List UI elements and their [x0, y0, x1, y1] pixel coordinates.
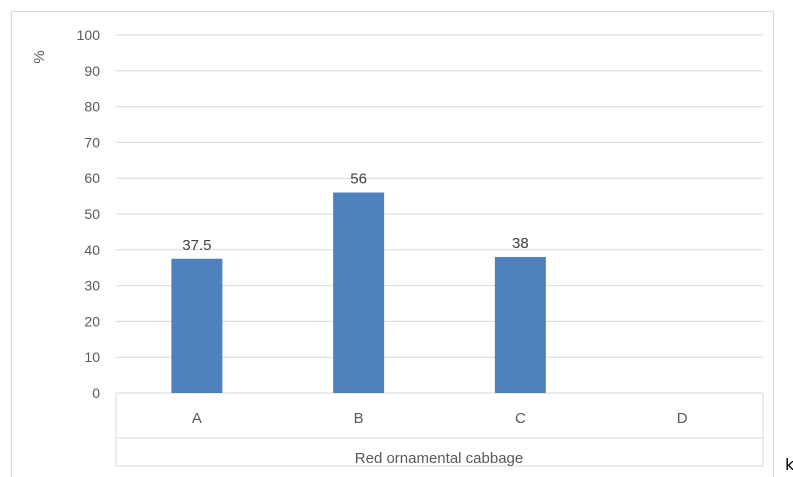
y-tick-label: 10	[84, 349, 100, 365]
data-labels: 37.5 56 38	[182, 171, 528, 254]
y-tick-label: 40	[84, 242, 100, 258]
data-label: 56	[350, 171, 367, 188]
x-tick-label: D	[677, 410, 688, 427]
y-tick-label: 30	[84, 278, 100, 294]
x-tick-label: A	[192, 410, 202, 427]
y-tick-label: 0	[92, 385, 100, 401]
chart-frame	[11, 11, 774, 477]
y-tick-label: 90	[84, 63, 100, 79]
bar-a	[171, 258, 223, 393]
gridlines	[116, 34, 763, 394]
x-tick-label: C	[515, 410, 526, 427]
x-axis-label: Red ornamental cabbage	[355, 450, 523, 467]
x-tick-labels: A B C D	[192, 410, 688, 427]
y-tick-label: 100	[77, 27, 101, 43]
bars	[171, 192, 546, 393]
bar-c	[494, 256, 546, 393]
data-label: 38	[512, 235, 529, 252]
y-tick-label: 80	[84, 99, 100, 115]
stray-text-fragment: k	[785, 455, 793, 474]
y-tick-label: 70	[84, 134, 100, 150]
y-tick-labels: 0 10 20 30 40 50 60 70 80 90 100	[77, 27, 101, 401]
bar-b	[333, 192, 385, 393]
y-tick-label: 50	[84, 206, 100, 222]
data-label: 37.5	[182, 237, 211, 254]
y-tick-label: 20	[84, 313, 100, 329]
y-axis-label: %	[31, 50, 48, 63]
y-tick-label: 60	[84, 170, 100, 186]
x-tick-label: B	[354, 410, 364, 427]
axes	[115, 393, 764, 467]
